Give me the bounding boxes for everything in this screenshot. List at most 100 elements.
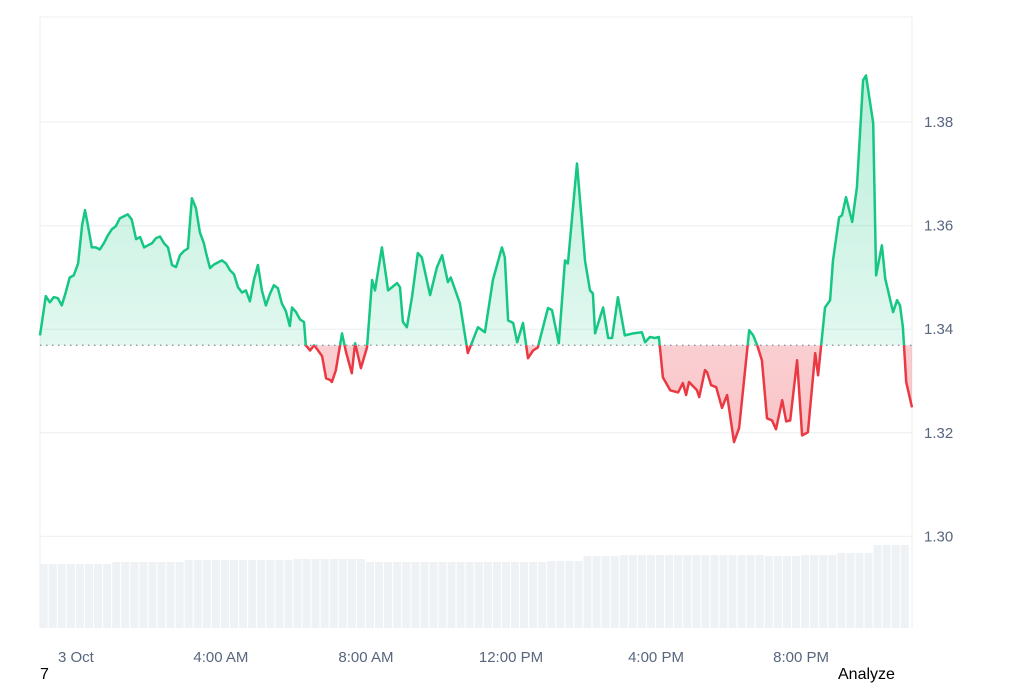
volume-bar (57, 564, 66, 628)
volume-bar (791, 556, 801, 628)
volume-bar (84, 564, 94, 628)
volume-bar (882, 545, 891, 628)
volume-bar (302, 559, 311, 628)
x-tick-label: 4:00 AM (193, 649, 248, 666)
volume-bar (719, 555, 728, 628)
volume-bar (121, 562, 130, 628)
volume-bar (229, 560, 239, 628)
volume-bar (592, 556, 601, 628)
x-axis-labels: 3 Oct 4:00 AM 8:00 AM 12:00 PM 4:00 PM 8:00 P… (58, 649, 829, 666)
volume-bar (674, 555, 683, 628)
x-tick-label: 12:00 PM (479, 649, 543, 666)
volume-bar (483, 562, 492, 628)
volume-bar (266, 560, 275, 628)
volume-bar (501, 562, 510, 628)
volume-bar (103, 564, 112, 628)
volume-bar (692, 555, 701, 628)
volume-bar (66, 564, 75, 628)
volume-bar (447, 562, 456, 628)
area-below-baseline (305, 345, 912, 443)
volume-bar (891, 545, 900, 628)
y-tick-label: 1.36 (924, 218, 953, 235)
volume-bar (728, 555, 737, 628)
y-tick-label: 1.32 (924, 425, 953, 442)
volume-bar (782, 556, 791, 628)
volume-bar (384, 562, 393, 628)
volume-bar (139, 562, 148, 628)
volume-bars (40, 545, 909, 628)
volume-bar (764, 556, 773, 628)
volume-bar (801, 555, 810, 628)
volume-bar (837, 553, 846, 628)
volume-bar (393, 562, 402, 628)
footer-left-text: 7 (40, 666, 49, 683)
analyze-link[interactable]: Analyze (838, 666, 895, 683)
volume-bar (184, 560, 193, 628)
volume-bar (574, 561, 583, 628)
volume-bar (248, 560, 257, 628)
volume-bar (828, 555, 837, 628)
y-axis-labels: 1.30 1.32 1.34 1.36 1.38 (924, 114, 953, 545)
volume-bar (311, 559, 320, 628)
volume-bar (193, 560, 202, 628)
volume-bar (438, 562, 447, 628)
volume-bar (755, 555, 764, 628)
volume-bar (520, 562, 529, 628)
volume-bar (873, 545, 882, 628)
volume-bar (284, 560, 293, 628)
volume-bar (293, 559, 302, 628)
y-tick-label: 1.38 (924, 114, 953, 131)
volume-bar (320, 559, 329, 628)
volume-bar (855, 553, 864, 628)
plot-frame (39, 16, 913, 628)
volume-bar (329, 559, 338, 628)
volume-bar (492, 562, 501, 628)
volume-bar (637, 555, 646, 628)
volume-bar (900, 545, 909, 628)
volume-bar (365, 562, 375, 628)
price-line-down (304, 345, 914, 444)
volume-bar (175, 562, 184, 628)
price-line-up (38, 74, 906, 346)
x-tick-label: 8:00 PM (773, 649, 829, 666)
area-above-baseline (40, 75, 912, 346)
volume-bar (656, 555, 665, 628)
volume-bar (94, 564, 103, 628)
volume-bar (547, 561, 556, 628)
volume-bar (556, 561, 565, 628)
volume-bar (601, 556, 610, 628)
volume-bar (846, 553, 855, 628)
volume-bar (75, 564, 84, 628)
volume-bar (40, 564, 48, 628)
volume-bar (211, 560, 220, 628)
volume-bar (819, 555, 828, 628)
volume-bar (347, 559, 356, 628)
volume-bar (773, 556, 782, 628)
volume-bar (429, 562, 438, 628)
volume-bar (474, 562, 483, 628)
volume-bar (338, 559, 347, 628)
volume-bar (529, 562, 538, 628)
volume-bar (356, 559, 365, 628)
volume-bar (157, 562, 166, 628)
volume-bar (737, 555, 746, 628)
volume-bar (375, 562, 384, 628)
volume-bar (538, 562, 547, 628)
volume-bar (701, 555, 710, 628)
volume-bar (202, 560, 211, 628)
volume-bar (239, 560, 248, 628)
volume-bar (646, 555, 656, 628)
volume-bar (665, 555, 674, 628)
volume-bar (130, 562, 139, 628)
volume-bar (864, 553, 873, 628)
volume-bar (411, 562, 420, 628)
volume-bar (710, 555, 719, 628)
volume-bar (746, 555, 755, 628)
volume-bar (257, 560, 266, 628)
volume-bar (456, 562, 465, 628)
volume-bar (420, 562, 429, 628)
volume-bar (465, 562, 474, 628)
volume-bar (810, 555, 819, 628)
volume-bar (683, 555, 692, 628)
